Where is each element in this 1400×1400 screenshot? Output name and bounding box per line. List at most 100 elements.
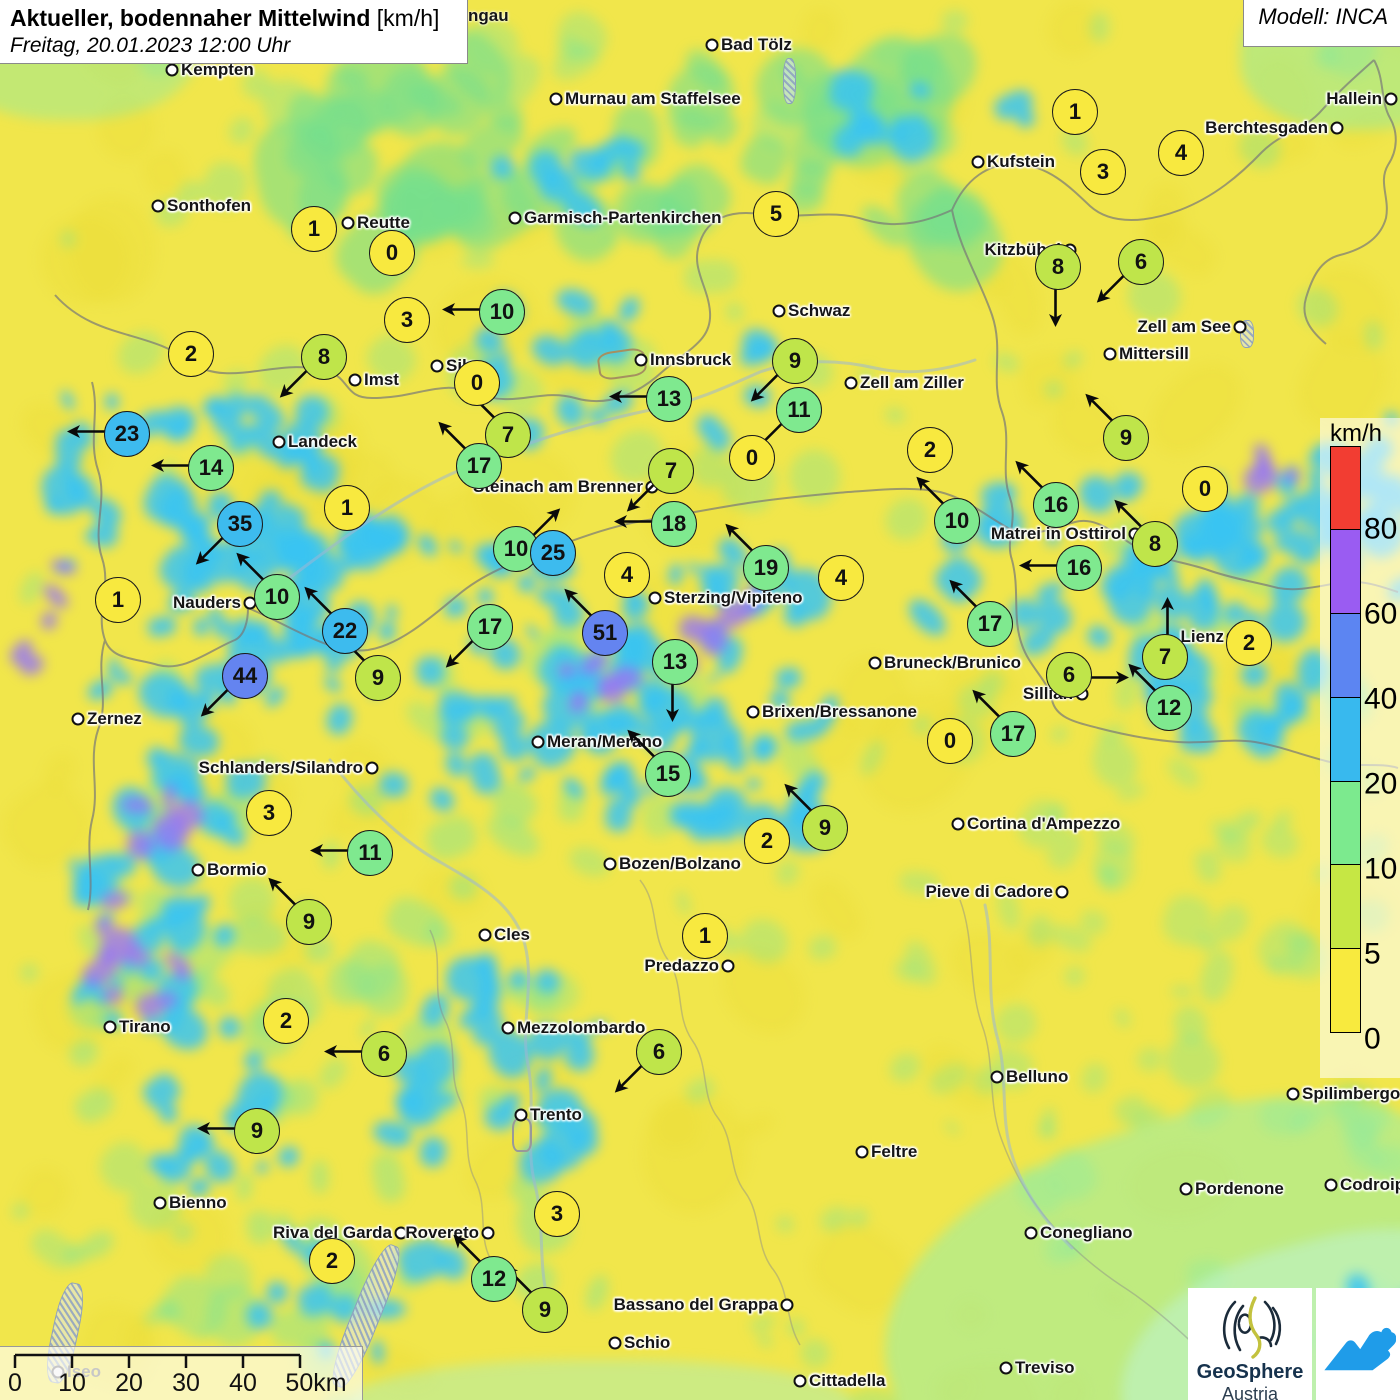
- city-label: Mezzolombardo: [517, 1018, 646, 1037]
- legend-segment: [1330, 696, 1361, 782]
- legend-tick-label: 0: [1364, 1022, 1381, 1056]
- city-dot: [990, 1070, 1004, 1084]
- city-label: Schwaz: [788, 301, 851, 320]
- legend-segment: [1330, 529, 1361, 615]
- city-dot: [1384, 92, 1398, 106]
- wind-station-marker: 44: [222, 653, 268, 699]
- city-label: Belluno: [1006, 1067, 1069, 1086]
- wind-direction-arrow: [606, 1057, 655, 1106]
- city-dot: [514, 1108, 528, 1122]
- city-label: Brixen/Bressanone: [762, 702, 917, 721]
- legend-segment: [1330, 445, 1361, 531]
- geosphere-logo-text: GeoSphere: [1196, 1361, 1304, 1383]
- wind-station-marker: 10: [254, 574, 300, 620]
- wind-direction-arrow: [224, 544, 273, 593]
- city-dot: [772, 304, 786, 318]
- legend-tick-label: 60: [1364, 597, 1398, 631]
- wind-station-marker: 1: [324, 485, 370, 531]
- wind-station-marker: 3: [384, 297, 430, 343]
- wind-direction-arrow: [441, 1226, 490, 1275]
- wind-direction-arrow: [1073, 385, 1122, 434]
- scale-bar-label: 50km: [285, 1369, 347, 1397]
- mountain-cloud-logo: [1316, 1288, 1400, 1400]
- wind-station-marker: 0: [927, 718, 973, 764]
- city-dot: [151, 199, 165, 213]
- wind-direction-arrow: [1047, 285, 1070, 331]
- wind-station-marker: 23: [104, 411, 150, 457]
- legend-segment: [1330, 864, 1361, 950]
- wind-direction-arrow: [521, 496, 570, 545]
- wind-station-marker: 25: [530, 530, 576, 576]
- wind-station-marker: 9: [1103, 415, 1149, 461]
- wind-station-marker: 1: [682, 913, 728, 959]
- wind-direction-arrow: [1116, 655, 1165, 704]
- wind-station-marker: 11: [347, 830, 393, 876]
- wind-direction-arrow: [1015, 557, 1061, 580]
- wind-direction-arrow: [1003, 452, 1052, 501]
- wind-station-marker: 9: [286, 899, 332, 945]
- city-label: Conegliano: [1040, 1223, 1133, 1242]
- scale-bar-label: 20: [115, 1369, 143, 1397]
- wind-station-marker: 8: [1132, 521, 1178, 567]
- wind-station-marker: 2: [309, 1238, 355, 1284]
- scale-bar-label: 40: [229, 1369, 257, 1397]
- city-label: Schlanders/Silandro: [198, 758, 363, 777]
- city-dot: [844, 376, 858, 390]
- wind-station-marker: 15: [645, 751, 691, 797]
- wind-direction-arrow: [960, 681, 1009, 730]
- city-label: Landeck: [288, 432, 357, 451]
- city-dot: [746, 705, 760, 719]
- city-dot: [1233, 320, 1247, 334]
- wind-direction-arrow: [256, 869, 305, 918]
- city-label: Kufstein: [987, 152, 1055, 171]
- wind-station-marker: 17: [467, 604, 513, 650]
- city-label: Bad Tölz: [721, 35, 792, 54]
- wind-station-marker: 2: [1226, 620, 1272, 666]
- city-label: Mittersill: [1119, 344, 1189, 363]
- wind-direction-arrow: [772, 775, 821, 824]
- wind-station-marker: 13: [646, 376, 692, 422]
- city-label: Lienz: [1180, 627, 1224, 646]
- wind-station-marker: 22: [322, 608, 368, 654]
- city-label: Matrei in Osttirol: [990, 524, 1126, 543]
- wind-direction-arrow: [426, 413, 475, 462]
- wind-station-marker: 0: [1182, 466, 1228, 512]
- wind-direction-arrow: [193, 1120, 239, 1143]
- legend-segment: [1330, 780, 1361, 866]
- legend-tick-label: 40: [1364, 682, 1398, 716]
- city-dot: [634, 353, 648, 367]
- city-label: Innsbruck: [650, 350, 732, 369]
- wind-station-marker: 1: [291, 206, 337, 252]
- city-dot: [394, 1226, 408, 1240]
- wind-direction-arrow: [437, 632, 486, 681]
- date-subtitle: Freitag, 20.01.2023 12:00 Uhr: [10, 34, 291, 57]
- color-scale: [1330, 445, 1361, 1033]
- city-label: Tirano: [119, 1017, 171, 1036]
- city-dot: [103, 1020, 117, 1034]
- city-dot: [365, 761, 379, 775]
- page-title: Aktueller, bodennaher Mittelwind [km/h]: [10, 5, 440, 31]
- city-label: Zell am See: [1137, 317, 1231, 336]
- wind-station-marker: 6: [361, 1031, 407, 1077]
- wind-station-marker: 7: [648, 448, 694, 494]
- city-label: Cles: [494, 925, 530, 944]
- wind-station-marker: 51: [582, 610, 628, 656]
- wind-direction-arrow: [618, 476, 667, 525]
- wind-station-marker: 11: [776, 387, 822, 433]
- wind-direction-arrow: [63, 423, 109, 446]
- city-label: Cittadella: [809, 1371, 886, 1390]
- wind-direction-arrow: [742, 366, 791, 415]
- city-label: Spilimbergo: [1302, 1084, 1400, 1103]
- wind-station-marker: 14: [188, 445, 234, 491]
- wind-station-marker: 18: [651, 501, 697, 547]
- city-dot: [430, 359, 444, 373]
- city-label: Cortina d'Ampezzo: [967, 814, 1121, 833]
- wind-station-marker: 4: [604, 552, 650, 598]
- wind-station-marker: 16: [1033, 482, 1079, 528]
- city-label: Imst: [364, 370, 399, 389]
- wind-direction-arrow: [610, 513, 656, 536]
- city-label: Feltre: [871, 1142, 918, 1161]
- city-dot: [1286, 1087, 1300, 1101]
- wind-direction-arrow: [937, 571, 986, 620]
- city-dot: [648, 591, 662, 605]
